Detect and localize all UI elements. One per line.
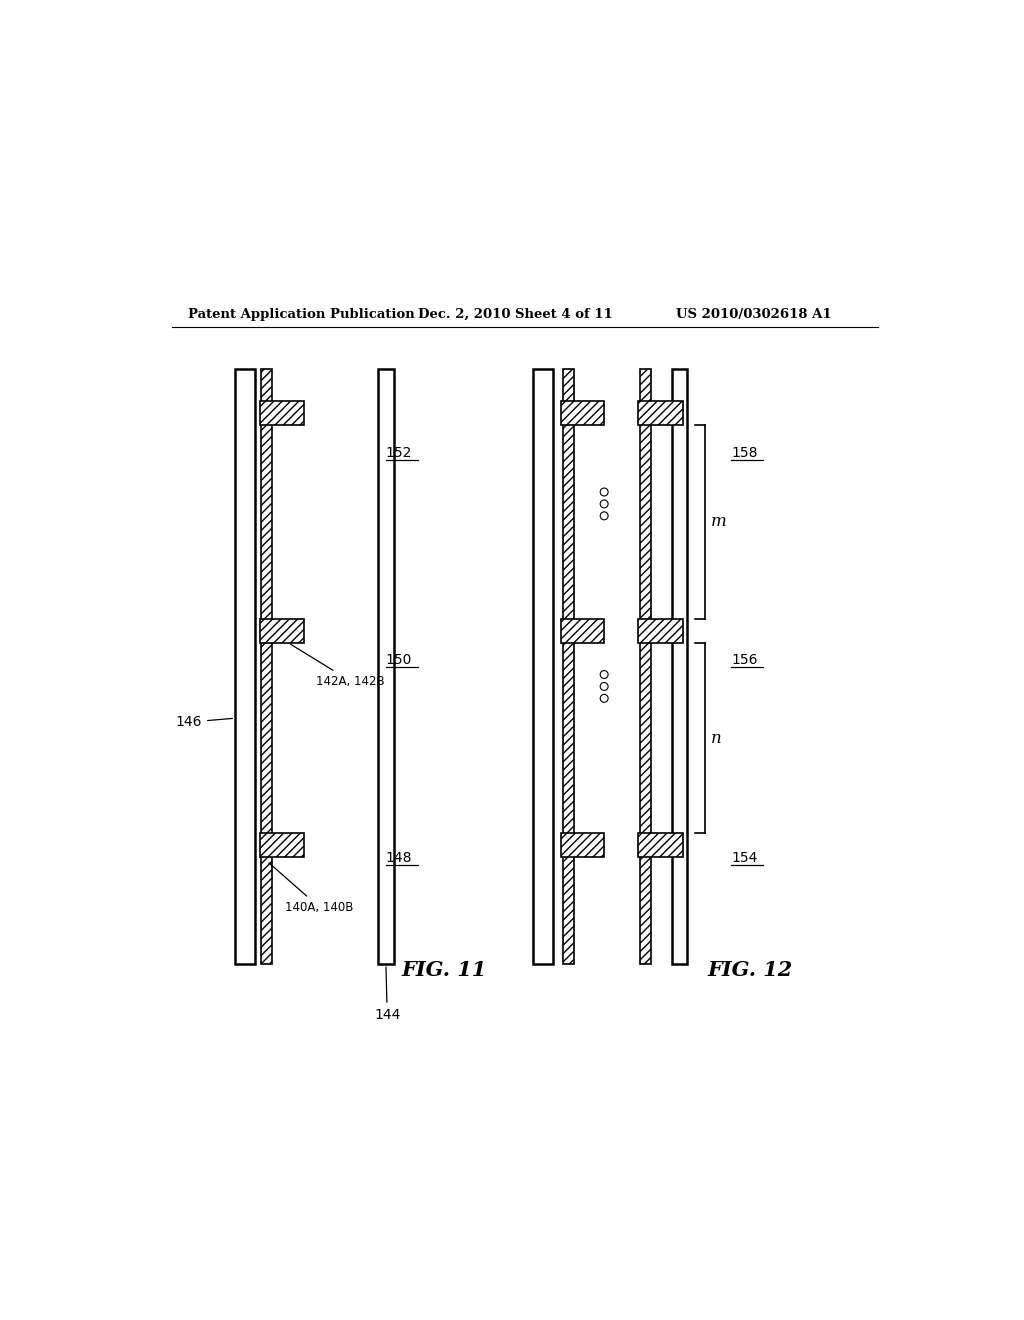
Bar xyxy=(561,401,604,425)
Text: Patent Application Publication: Patent Application Publication xyxy=(187,308,415,321)
Circle shape xyxy=(600,500,608,508)
Text: 152: 152 xyxy=(386,446,413,461)
Circle shape xyxy=(600,488,608,496)
Bar xyxy=(638,833,683,857)
Text: FIG. 12: FIG. 12 xyxy=(708,960,793,981)
Circle shape xyxy=(600,682,608,690)
Bar xyxy=(260,619,304,643)
Bar xyxy=(563,370,574,964)
Text: 150: 150 xyxy=(386,652,413,667)
Bar xyxy=(561,619,604,643)
Text: FIG. 11: FIG. 11 xyxy=(401,960,487,981)
Bar xyxy=(260,833,304,857)
Bar xyxy=(236,370,255,964)
Text: 142A, 142B: 142A, 142B xyxy=(291,644,385,688)
Text: 156: 156 xyxy=(731,652,758,667)
Bar xyxy=(260,401,304,425)
Text: 146: 146 xyxy=(176,715,232,729)
Text: 154: 154 xyxy=(731,851,758,865)
Bar xyxy=(672,370,687,964)
Text: Dec. 2, 2010: Dec. 2, 2010 xyxy=(418,308,510,321)
Text: US 2010/0302618 A1: US 2010/0302618 A1 xyxy=(676,308,831,321)
Text: n: n xyxy=(712,730,722,747)
Circle shape xyxy=(600,694,608,702)
Text: 144: 144 xyxy=(374,968,400,1022)
Bar xyxy=(638,619,683,643)
Bar xyxy=(532,370,553,964)
Bar xyxy=(561,833,604,857)
Text: m: m xyxy=(712,513,727,531)
Bar xyxy=(640,370,651,964)
Bar xyxy=(638,401,683,425)
Text: 148: 148 xyxy=(386,851,413,865)
Bar xyxy=(261,370,272,964)
Text: 140A, 140B: 140A, 140B xyxy=(269,863,353,913)
Circle shape xyxy=(600,512,608,520)
Circle shape xyxy=(600,671,608,678)
Text: Sheet 4 of 11: Sheet 4 of 11 xyxy=(515,308,613,321)
Text: 158: 158 xyxy=(731,446,758,461)
Bar xyxy=(378,370,394,964)
